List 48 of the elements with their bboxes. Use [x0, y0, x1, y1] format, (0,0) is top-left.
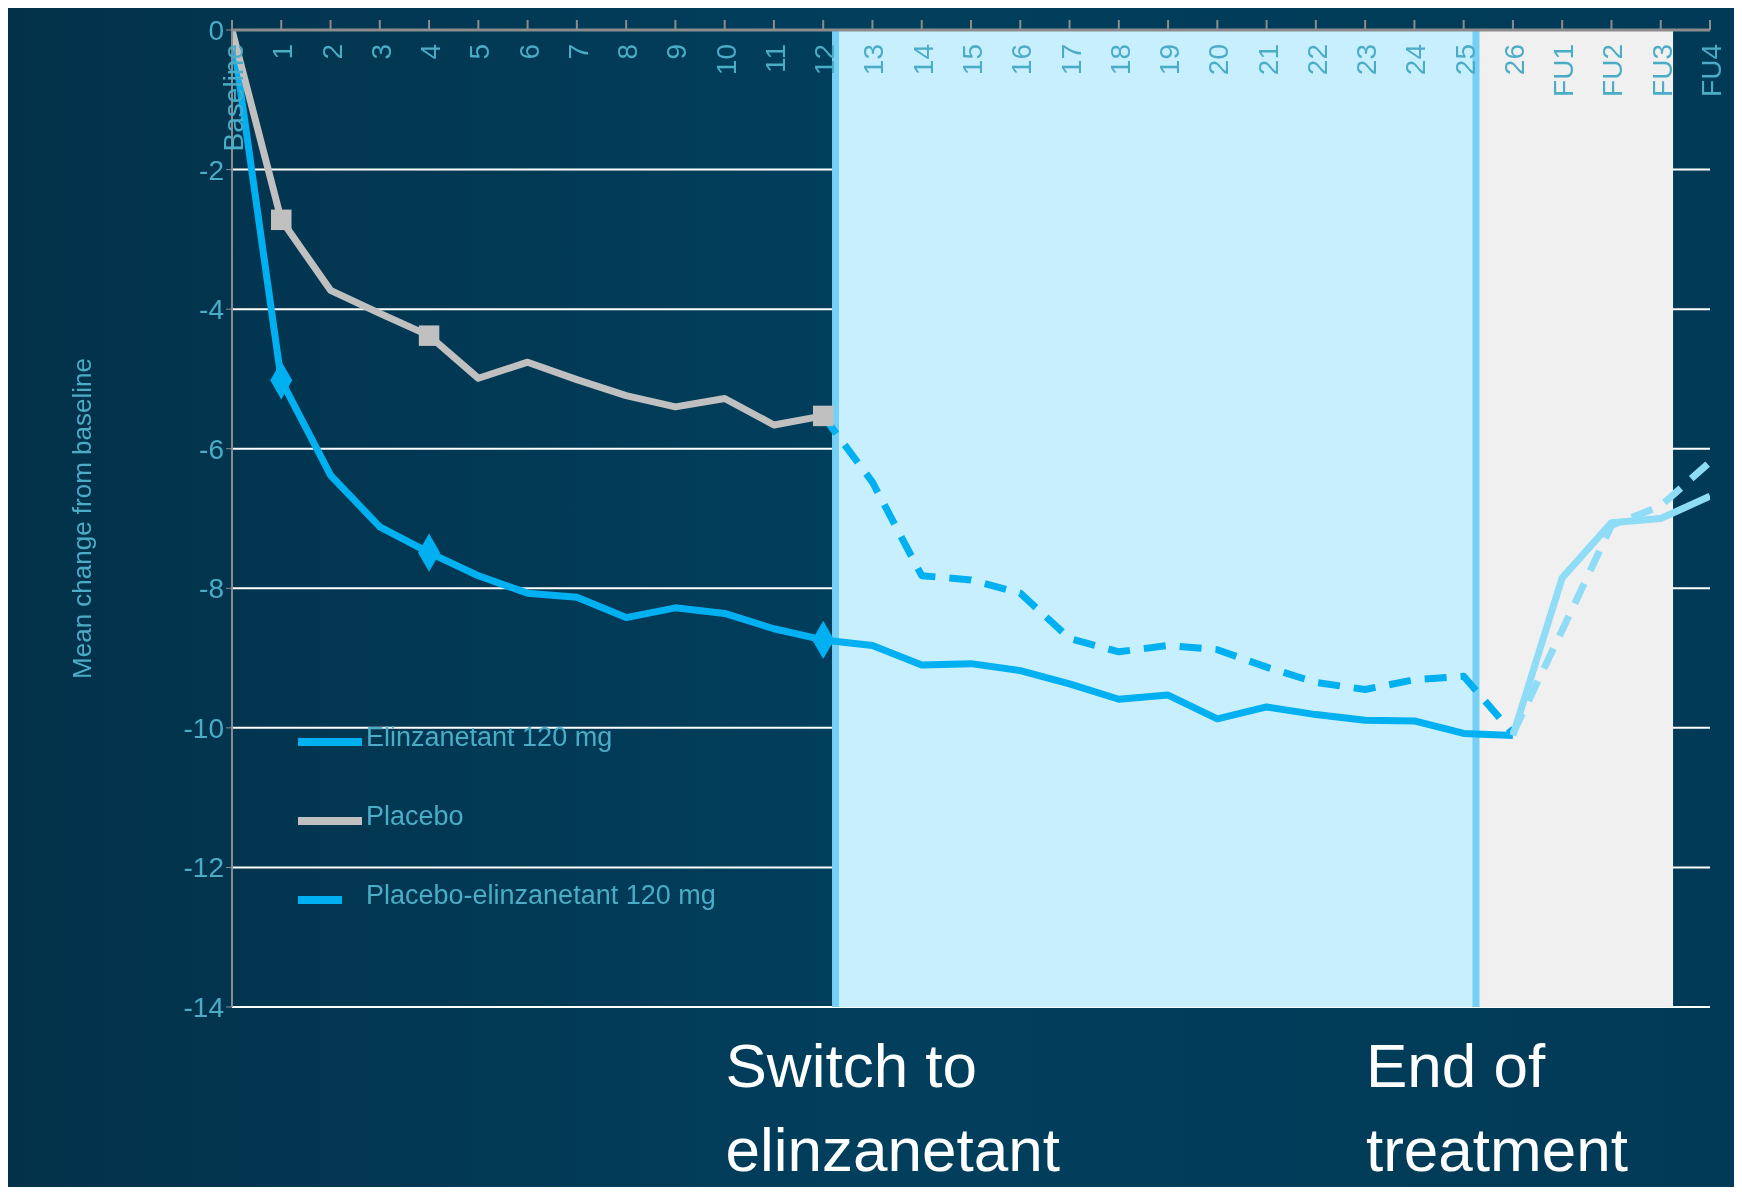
x-tick-label: 6 — [513, 44, 545, 60]
x-tick-label: 9 — [661, 44, 693, 60]
x-tick-label: 26 — [1498, 44, 1530, 76]
ref-line-label: Switch to elinzanetant — [725, 1031, 1060, 1184]
x-tick-label: Baseline — [218, 44, 249, 152]
x-tick-label: 12 — [809, 44, 841, 76]
x-tick-label: 18 — [1104, 44, 1136, 76]
ref-line-label: End of treatment — [1365, 1031, 1628, 1184]
x-tick-label: 20 — [1203, 44, 1235, 76]
x-tick-label: FU3 — [1646, 44, 1678, 97]
legend-label: Placebo — [366, 800, 464, 833]
x-tick-label: 14 — [907, 44, 939, 76]
y-tick-label: 0 — [208, 14, 224, 46]
x-tick-label: 5 — [464, 44, 496, 60]
x-tick-label: 3 — [365, 44, 397, 60]
x-tick-label: FU1 — [1548, 44, 1580, 97]
x-tick-label: 16 — [1006, 44, 1038, 76]
y-tick-label: -12 — [183, 852, 224, 884]
x-tick-label: 23 — [1351, 44, 1383, 76]
x-tick-label: 24 — [1400, 44, 1432, 76]
y-tick-label: -14 — [183, 991, 224, 1023]
x-tick-label: 22 — [1301, 44, 1333, 76]
x-tick-label: 1 — [267, 44, 299, 60]
legend-label: Placebo-elinzanetant 120 mg — [366, 879, 716, 912]
x-tick-label: 25 — [1449, 44, 1481, 76]
y-axis-title: Mean change from baseline — [67, 358, 98, 679]
y-tick-label: -4 — [199, 294, 224, 326]
x-tick-label: 2 — [316, 44, 348, 60]
x-tick-label: 19 — [1154, 44, 1186, 76]
x-tick-label: 10 — [710, 44, 742, 76]
legend-label: Elinzanetant 120 mg — [366, 721, 613, 754]
x-tick-label: FU4 — [1696, 44, 1727, 97]
x-tick-label: 15 — [957, 44, 988, 76]
point — [812, 405, 834, 427]
y-tick-label: -6 — [199, 433, 224, 465]
x-tick-label: 11 — [759, 44, 791, 74]
y-tick-label: -2 — [199, 154, 224, 186]
x-tick-label: 17 — [1055, 44, 1087, 76]
x-tick-label: 7 — [562, 44, 594, 60]
point — [271, 209, 292, 231]
point — [418, 325, 440, 346]
x-tick-label: 8 — [612, 44, 644, 60]
y-tick-label: -8 — [199, 573, 224, 605]
x-tick-label: 21 — [1252, 44, 1284, 76]
x-tick-label: 13 — [858, 44, 890, 76]
x-tick-label: 4 — [415, 44, 447, 60]
x-tick-label: FU2 — [1597, 44, 1629, 97]
y-tick-label: -10 — [183, 712, 224, 744]
